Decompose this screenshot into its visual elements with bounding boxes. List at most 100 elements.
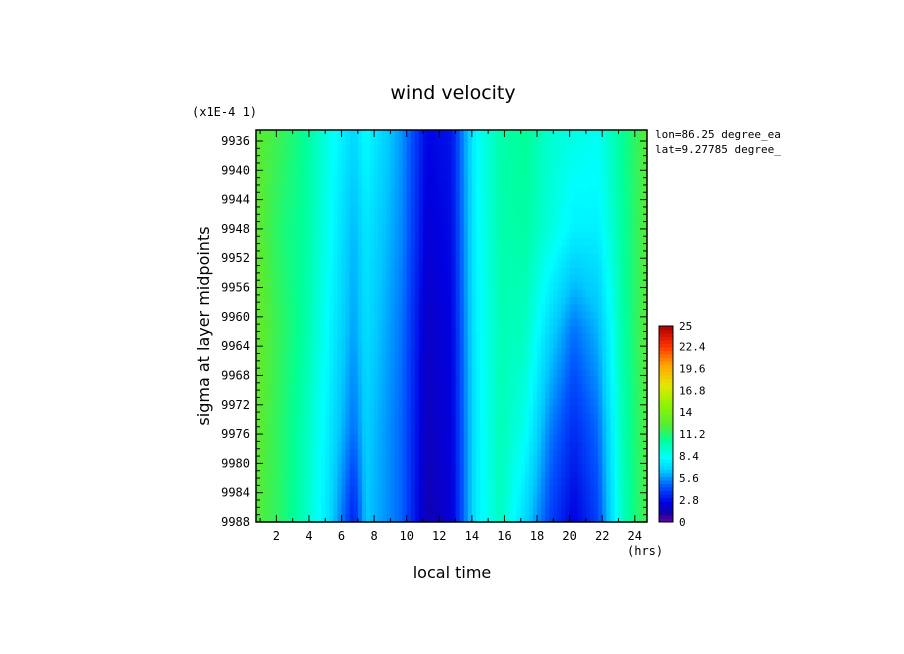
heatmap-cell	[264, 333, 269, 342]
heatmap-cell	[504, 355, 510, 363]
heatmap-cell	[610, 478, 616, 487]
heatmap-cell	[480, 209, 485, 218]
heatmap-cell	[459, 217, 465, 225]
heatmap-cell	[471, 318, 477, 327]
heatmap-cell	[569, 478, 575, 487]
heatmap-cell	[398, 151, 404, 160]
heatmap-cell	[626, 260, 632, 269]
heatmap-cell	[382, 173, 387, 182]
heatmap-cell	[370, 173, 375, 182]
heatmap-cell	[341, 369, 347, 378]
heatmap-cell	[329, 267, 334, 276]
heatmap-cell	[353, 413, 359, 421]
heatmap-cell	[598, 166, 603, 175]
heatmap-cell	[345, 188, 351, 196]
heatmap-cell	[504, 347, 510, 356]
heatmap-cell	[313, 180, 318, 189]
heatmap-cell	[634, 130, 640, 138]
heatmap-cell	[386, 173, 391, 182]
heatmap-cell	[484, 442, 489, 451]
heatmap-cell	[284, 384, 290, 392]
heatmap-cell	[475, 471, 481, 480]
heatmap-cell	[288, 282, 294, 291]
heatmap-cell	[418, 427, 424, 436]
heatmap-cell	[598, 434, 603, 443]
heatmap-cell	[557, 471, 563, 480]
heatmap-cell	[638, 282, 644, 291]
heatmap-cell	[532, 137, 538, 146]
heatmap-cell	[573, 253, 579, 262]
heatmap-cell	[304, 500, 310, 509]
heatmap-cell	[398, 398, 404, 407]
heatmap-cell	[500, 326, 506, 334]
heatmap-cell	[260, 347, 265, 356]
heatmap-cell	[394, 282, 400, 291]
heatmap-cell	[512, 311, 518, 320]
heatmap-cell	[374, 195, 379, 204]
heatmap-cell	[341, 296, 347, 305]
heatmap-cell	[349, 289, 355, 298]
heatmap-cell	[386, 398, 391, 407]
heatmap-cell	[541, 253, 546, 262]
heatmap-cell	[382, 340, 387, 349]
heatmap-cell	[321, 434, 326, 443]
heatmap-cell	[565, 471, 571, 480]
heatmap-cell	[528, 398, 534, 407]
heatmap-cell	[524, 173, 530, 182]
heatmap-cell	[455, 260, 461, 269]
heatmap-cell	[378, 246, 383, 255]
heatmap-cell	[504, 166, 510, 175]
heatmap-cell	[610, 500, 616, 509]
heatmap-cell	[374, 471, 379, 480]
heatmap-cell	[422, 449, 428, 458]
heatmap-cell	[427, 144, 432, 153]
heatmap-cell	[365, 347, 371, 356]
heatmap-cell	[520, 463, 526, 472]
heatmap-cell	[256, 384, 261, 392]
heatmap-cell	[528, 130, 534, 138]
heatmap-cell	[557, 405, 563, 414]
heatmap-cell	[573, 159, 579, 167]
heatmap-cell	[500, 173, 506, 182]
heatmap-cell	[549, 405, 554, 414]
heatmap-cell	[308, 442, 314, 451]
heatmap-cell	[451, 260, 457, 269]
heatmap-cell	[264, 456, 269, 465]
heatmap-cell	[512, 478, 518, 487]
heatmap-cell	[496, 238, 501, 247]
heatmap-cell	[382, 238, 387, 247]
heatmap-cell	[626, 188, 632, 196]
heatmap-cell	[329, 449, 334, 458]
heatmap-cell	[321, 333, 326, 342]
heatmap-cell	[488, 485, 493, 494]
heatmap-cell	[484, 137, 489, 146]
heatmap-cell	[553, 376, 558, 385]
heatmap-cell	[467, 492, 473, 501]
heatmap-cell	[390, 260, 396, 269]
heatmap-cell	[492, 362, 497, 371]
heatmap-cell	[439, 369, 444, 378]
heatmap-cell	[626, 209, 632, 218]
heatmap-cell	[443, 166, 449, 175]
heatmap-cell	[418, 202, 424, 211]
heatmap-cell	[459, 166, 465, 175]
heatmap-cell	[398, 173, 404, 182]
heatmap-cell	[508, 130, 514, 138]
heatmap-cell	[300, 318, 306, 327]
heatmap-cell	[459, 427, 465, 436]
heatmap-cell	[402, 463, 408, 472]
heatmap-cell	[549, 130, 554, 138]
heatmap-cell	[333, 355, 339, 363]
heatmap-cell	[634, 492, 640, 501]
heatmap-cell	[398, 362, 404, 371]
heatmap-cell	[545, 326, 550, 334]
heatmap-cell	[516, 398, 522, 407]
heatmap-cell	[488, 463, 493, 472]
heatmap-cell	[484, 188, 489, 196]
heatmap-cell	[553, 267, 558, 276]
heatmap-cell	[626, 151, 632, 160]
heatmap-cell	[398, 427, 404, 436]
heatmap-cell	[325, 434, 330, 443]
heatmap-cell	[557, 347, 563, 356]
heatmap-cell	[557, 282, 563, 291]
